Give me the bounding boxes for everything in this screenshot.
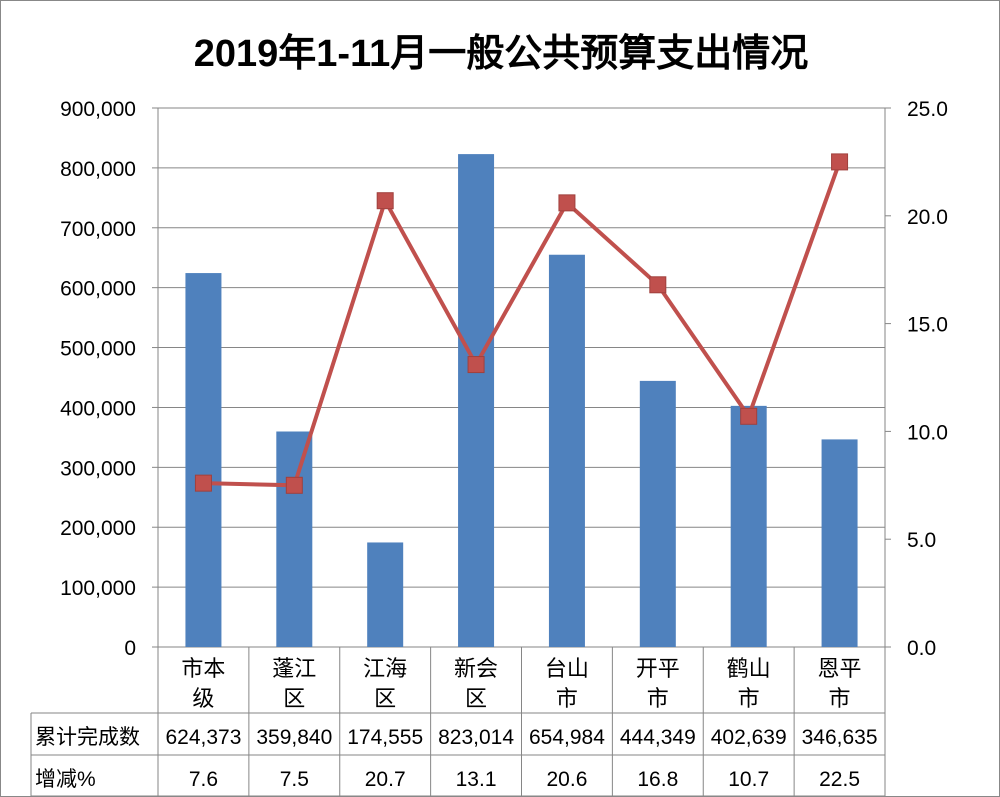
bar <box>276 431 313 647</box>
table-cell: 402,639 <box>711 726 787 749</box>
line-marker <box>467 356 485 374</box>
left-tick-label: 800,000 <box>60 158 136 181</box>
left-tick-label: 500,000 <box>60 338 136 361</box>
category-label: 级 <box>192 686 214 711</box>
left-tick-label: 100,000 <box>60 577 136 600</box>
table-cell: 823,014 <box>438 726 514 749</box>
table-cell: 10.7 <box>728 768 769 791</box>
table-cell: 7.5 <box>280 768 309 791</box>
bar <box>458 154 495 647</box>
category-label: 蓬江 <box>272 656 316 681</box>
table-cell: 7.6 <box>189 768 218 791</box>
left-tick-label: 0 <box>124 637 136 660</box>
category-label: 市本 <box>181 656 225 681</box>
table-cell: 359,840 <box>256 726 332 749</box>
table-cell: 346,635 <box>802 726 878 749</box>
category-label: 市 <box>647 686 669 711</box>
right-tick-label: 25.0 <box>907 98 948 121</box>
category-label: 鹤山 <box>727 656 771 681</box>
category-label: 区 <box>283 686 305 711</box>
table-cell: 16.8 <box>637 768 678 791</box>
row-header: 增减% <box>35 768 96 791</box>
left-tick-label: 700,000 <box>60 218 136 241</box>
right-tick-label: 15.0 <box>907 314 948 337</box>
table-cell: 13.1 <box>456 768 497 791</box>
left-tick-label: 600,000 <box>60 278 136 301</box>
category-label: 开平 <box>636 656 680 681</box>
bar <box>821 439 858 647</box>
table-cell: 20.6 <box>547 768 588 791</box>
line-marker <box>376 192 394 210</box>
line-marker <box>831 153 849 171</box>
bar <box>185 273 222 647</box>
left-tick-label: 900,000 <box>60 98 136 121</box>
category-label: 区 <box>465 686 487 711</box>
bar <box>730 405 767 647</box>
right-tick-label: 0.0 <box>907 637 936 660</box>
line-marker <box>285 476 303 494</box>
right-tick-label: 10.0 <box>907 421 948 444</box>
line-marker <box>649 276 667 294</box>
category-label: 市 <box>829 686 851 711</box>
bar <box>367 542 404 647</box>
category-label: 新会 <box>454 656 498 681</box>
right-tick-label: 5.0 <box>907 529 936 552</box>
line-marker <box>558 194 576 212</box>
left-tick-label: 400,000 <box>60 397 136 420</box>
line-marker <box>194 474 212 492</box>
category-label: 台山 <box>545 656 589 681</box>
table-cell: 20.7 <box>365 768 406 791</box>
table-cell: 174,555 <box>347 726 423 749</box>
category-label: 市 <box>738 686 760 711</box>
line-series <box>203 161 842 488</box>
table-cell: 444,349 <box>620 726 696 749</box>
category-label: 恩平 <box>818 656 862 681</box>
row-header: 累计完成数 <box>35 726 140 749</box>
right-tick-label: 20.0 <box>907 206 948 229</box>
bar <box>548 254 585 647</box>
category-label: 区 <box>374 686 396 711</box>
line-marker <box>740 407 758 425</box>
bar <box>639 380 676 647</box>
left-tick-label: 300,000 <box>60 457 136 480</box>
category-label: 江海 <box>363 656 407 681</box>
chart-title: 2019年1-11月一般公共预算支出情况 <box>194 33 809 75</box>
category-label: 市 <box>556 686 578 711</box>
left-tick-label: 200,000 <box>60 517 136 540</box>
table-cell: 22.5 <box>819 768 860 791</box>
table-cell: 654,984 <box>529 726 605 749</box>
table-cell: 624,373 <box>165 726 241 749</box>
